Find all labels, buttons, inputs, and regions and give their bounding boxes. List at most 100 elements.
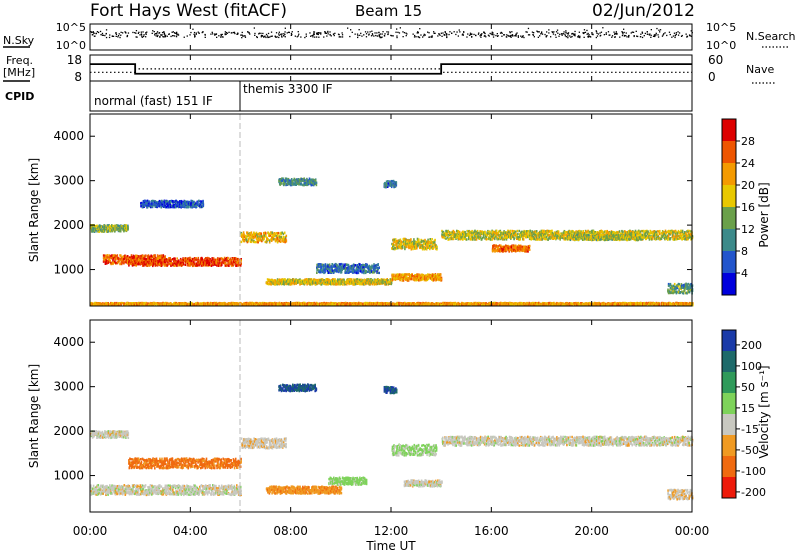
heatmap-cell (172, 205, 174, 209)
noise-sample (553, 31, 555, 33)
noise-sample (449, 31, 451, 33)
heatmap-cell (332, 269, 334, 272)
heatmap-cell (161, 256, 164, 260)
heatmap-cell (167, 204, 169, 207)
heatmap-cell (151, 205, 154, 208)
heatmap-cell (358, 265, 361, 268)
heatmap-cell (324, 263, 327, 266)
heatmap-cell (435, 244, 437, 247)
heatmap-cell (362, 263, 364, 267)
noise-sample (544, 33, 546, 36)
heatmap-cell (196, 258, 199, 261)
noise-sample (637, 35, 639, 38)
heatmap-cell (283, 283, 285, 286)
heatmap-cell (122, 255, 125, 258)
heatmap-cell (219, 258, 221, 262)
heatmap-cell (160, 206, 163, 209)
heatmap-cell (201, 262, 203, 265)
heatmap-cell (449, 238, 451, 241)
heatmap-cell (179, 204, 182, 208)
heatmap-cell (393, 184, 395, 187)
heatmap-cell (410, 277, 412, 281)
heatmap-cell (290, 179, 292, 182)
heatmap-cell (283, 231, 286, 235)
noise-sample (261, 35, 264, 37)
heatmap-cell (433, 241, 436, 244)
heatmap-cell (331, 267, 333, 271)
heatmap-cell (150, 260, 152, 263)
heatmap-cell (278, 278, 281, 281)
heatmap-cell (366, 280, 368, 283)
heatmap-cell (265, 232, 267, 235)
heatmap-cell (512, 235, 515, 238)
heatmap-cell (114, 260, 116, 263)
heatmap-cell (103, 226, 105, 229)
noise-sample (567, 32, 570, 34)
noise-sample (356, 33, 359, 35)
noise-sample (631, 31, 633, 33)
heatmap-cell (161, 259, 164, 263)
heatmap-cell (506, 233, 509, 236)
noise-sample (202, 31, 204, 33)
noise-sample (340, 36, 342, 38)
noise-sample (509, 31, 511, 33)
heatmap-cell (172, 200, 174, 203)
noise-sample (118, 33, 120, 35)
noise-sample (109, 34, 111, 36)
noise-sample (479, 35, 481, 37)
noise-sample (244, 36, 247, 38)
noise-sample (161, 34, 163, 36)
noise-sample (628, 35, 630, 37)
heatmap-cell (392, 245, 394, 249)
noise-sample (577, 35, 580, 37)
noise-sample (587, 36, 589, 38)
heatmap-cell (356, 264, 359, 267)
heatmap-cell (154, 254, 156, 257)
noise-sample (540, 32, 543, 34)
heatmap-cell (174, 260, 176, 263)
noise-sample (641, 36, 644, 39)
heatmap-cell (361, 270, 363, 273)
heatmap-cell (142, 201, 145, 205)
heatmap-cell (427, 275, 429, 278)
noise-sample (493, 34, 495, 36)
heatmap-cell (378, 280, 380, 283)
heatmap-cell (167, 200, 169, 203)
heatmap-cell (277, 279, 280, 282)
heatmap-cell (348, 271, 350, 274)
noise-sample (632, 31, 635, 33)
noise-sample (384, 33, 386, 35)
heatmap-cell (340, 271, 343, 274)
noise-sample (555, 31, 558, 33)
heatmap-cell (347, 268, 349, 271)
heatmap-cell (487, 232, 489, 235)
heatmap-cell (155, 258, 157, 262)
heatmap-cell (331, 269, 333, 272)
heatmap-cell (310, 180, 312, 183)
heatmap-cell (158, 199, 161, 203)
noise-sample (644, 32, 646, 35)
heatmap-cell (270, 239, 273, 242)
noise-sample (354, 33, 356, 35)
noise-sample (364, 31, 367, 33)
heatmap-cell (523, 234, 526, 238)
heatmap-cell (420, 244, 422, 247)
heatmap-cell (400, 275, 403, 278)
noise-sample (405, 32, 407, 34)
noise-sample (574, 33, 576, 35)
heatmap-cell (513, 230, 515, 233)
heatmap-cell (110, 225, 112, 228)
heatmap-cell (151, 199, 154, 203)
heatmap-cell (520, 235, 522, 238)
noise-sample (383, 35, 386, 37)
heatmap-cell (330, 282, 332, 286)
noise-sample (379, 36, 381, 38)
heatmap-cell (365, 263, 367, 267)
heatmap-cell (419, 244, 421, 247)
heatmap-cell (508, 230, 510, 234)
noise-sample (288, 31, 290, 34)
noise-sample (297, 31, 299, 33)
heatmap-cell (194, 259, 196, 262)
heatmap-cell (182, 201, 184, 205)
heatmap-cell (478, 231, 480, 235)
